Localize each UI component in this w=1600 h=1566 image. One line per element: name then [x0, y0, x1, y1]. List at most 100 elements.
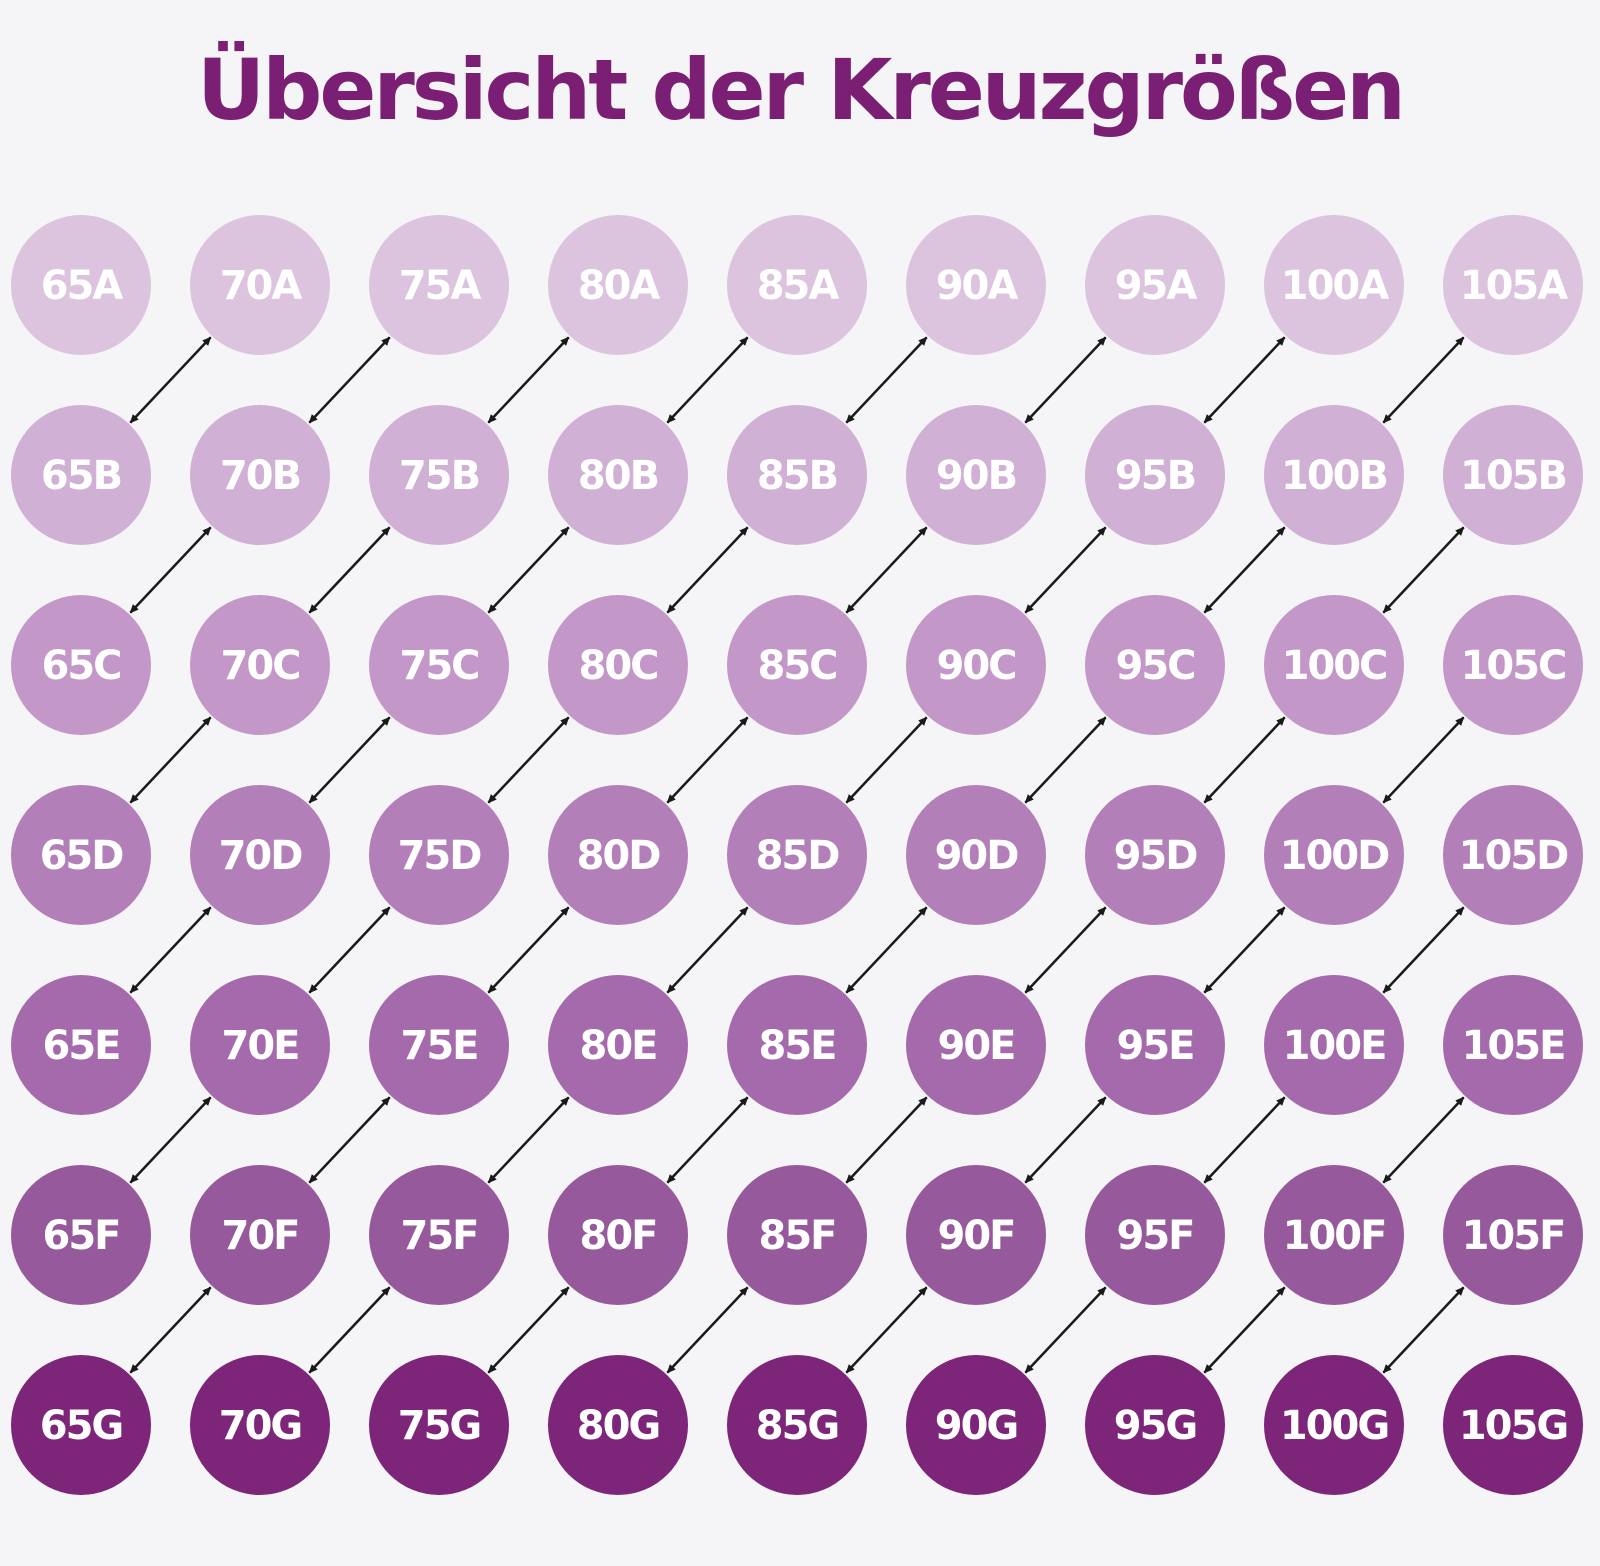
- size-circle-105f: 105F: [1443, 1165, 1583, 1305]
- size-label: 105C: [1461, 643, 1566, 689]
- size-label: 65G: [40, 1403, 123, 1449]
- sister-size-arrow: [666, 526, 749, 614]
- sister-size-arrow: [1024, 716, 1107, 804]
- size-circle-90g: 90G: [906, 1355, 1046, 1495]
- size-label: 85C: [757, 643, 836, 689]
- sister-size-arrow: [487, 906, 570, 994]
- size-circle-bg: [1264, 785, 1404, 925]
- size-circle-100c: 100C: [1264, 595, 1404, 735]
- size-circle-70d: 70D: [190, 785, 330, 925]
- size-label: 75E: [401, 1023, 478, 1069]
- size-label: 85A: [757, 263, 840, 309]
- size-circle-bg: [190, 215, 330, 355]
- size-circle-95b: 95B: [1085, 405, 1225, 545]
- size-circle-bg: [548, 215, 688, 355]
- size-circle-bg: [548, 405, 688, 545]
- sister-size-arrow: [487, 1286, 570, 1374]
- sister-size-arrow: [845, 526, 928, 614]
- size-circle-65d: 65D: [11, 785, 151, 925]
- size-circle-bg: [906, 1355, 1046, 1495]
- size-circle-100f: 100F: [1264, 1165, 1404, 1305]
- size-circle-bg: [1264, 975, 1404, 1115]
- size-label: 90E: [938, 1023, 1015, 1069]
- size-circle-95f: 95F: [1085, 1165, 1225, 1305]
- size-label: 105G: [1459, 1403, 1567, 1449]
- size-label: 95D: [1114, 833, 1198, 879]
- size-circle-bg: [369, 785, 509, 925]
- size-circle-bg: [727, 1165, 867, 1305]
- size-label: 85D: [756, 833, 840, 879]
- size-circle-95c: 95C: [1085, 595, 1225, 735]
- size-circle-75f: 75F: [369, 1165, 509, 1305]
- sister-size-arrow: [845, 716, 928, 804]
- sister-size-arrow: [129, 716, 212, 804]
- sister-size-arrow: [666, 336, 749, 424]
- sister-size-arrow: [308, 1096, 391, 1184]
- size-label: 95F: [1117, 1213, 1194, 1259]
- size-circle-bg: [11, 785, 151, 925]
- size-label: 80F: [580, 1213, 657, 1259]
- size-circle-70b: 70B: [190, 405, 330, 545]
- sister-size-arrow: [308, 906, 391, 994]
- size-circle-100g: 100G: [1264, 1355, 1404, 1495]
- size-circle-80d: 80D: [548, 785, 688, 925]
- size-circle-95g: 95G: [1085, 1355, 1225, 1495]
- size-label: 105E: [1462, 1023, 1565, 1069]
- size-circles: 65A 70A 75A 80A 85A 90A 95A 100A 105A 65B 70B 75B 80…: [11, 215, 1583, 1495]
- size-label: 105A: [1460, 263, 1568, 309]
- sister-size-arrow: [308, 336, 391, 424]
- size-label: 75A: [399, 263, 482, 309]
- size-circle-70e: 70E: [190, 975, 330, 1115]
- sister-size-arrow: [845, 1286, 928, 1374]
- size-label: 90G: [935, 1403, 1018, 1449]
- sister-size-arrow: [487, 1096, 570, 1184]
- sister-size-arrow: [487, 526, 570, 614]
- size-circle-bg: [906, 975, 1046, 1115]
- size-circle-bg: [1085, 975, 1225, 1115]
- size-circle-bg: [190, 785, 330, 925]
- sister-size-arrow: [666, 1096, 749, 1184]
- size-circle-bg: [727, 975, 867, 1115]
- sister-size-arrow: [129, 906, 212, 994]
- size-circle-bg: [906, 595, 1046, 735]
- sister-size-arrow: [1024, 1096, 1107, 1184]
- size-circle-bg: [1443, 595, 1583, 735]
- sister-size-arrow: [487, 716, 570, 804]
- size-circle-bg: [548, 1165, 688, 1305]
- size-circle-bg: [190, 595, 330, 735]
- size-label: 100A: [1281, 263, 1389, 309]
- size-circle-95e: 95E: [1085, 975, 1225, 1115]
- size-label: 100G: [1280, 1403, 1388, 1449]
- size-label: 65A: [41, 263, 124, 309]
- size-label: 70D: [219, 833, 303, 879]
- size-circle-90a: 90A: [906, 215, 1046, 355]
- sister-size-arrow: [1024, 336, 1107, 424]
- size-circle-bg: [548, 595, 688, 735]
- size-label: 85B: [757, 453, 837, 499]
- size-circle-80f: 80F: [548, 1165, 688, 1305]
- size-circle-bg: [727, 215, 867, 355]
- size-circle-bg: [906, 215, 1046, 355]
- sister-size-arrow: [1203, 716, 1286, 804]
- size-label: 100F: [1283, 1213, 1386, 1259]
- size-label: 100D: [1280, 833, 1389, 879]
- sister-size-arrow: [845, 906, 928, 994]
- page-title: Übersicht der Kreuzgrößen: [197, 41, 1406, 139]
- size-circle-80a: 80A: [548, 215, 688, 355]
- size-circle-bg: [548, 785, 688, 925]
- size-circle-bg: [548, 1355, 688, 1495]
- sister-size-arrow: [1382, 336, 1465, 424]
- size-circle-bg: [1443, 405, 1583, 545]
- size-circle-100a: 100A: [1264, 215, 1404, 355]
- size-circle-105c: 105C: [1443, 595, 1583, 735]
- sister-size-arrow: [308, 716, 391, 804]
- size-circle-bg: [1085, 595, 1225, 735]
- size-circle-bg: [11, 1355, 151, 1495]
- size-label: 85F: [759, 1213, 836, 1259]
- size-label: 70A: [220, 263, 303, 309]
- size-label: 80B: [578, 453, 658, 499]
- size-circle-65e: 65E: [11, 975, 151, 1115]
- size-circle-bg: [1085, 405, 1225, 545]
- size-circle-bg: [1443, 975, 1583, 1115]
- size-label: 75C: [399, 643, 478, 689]
